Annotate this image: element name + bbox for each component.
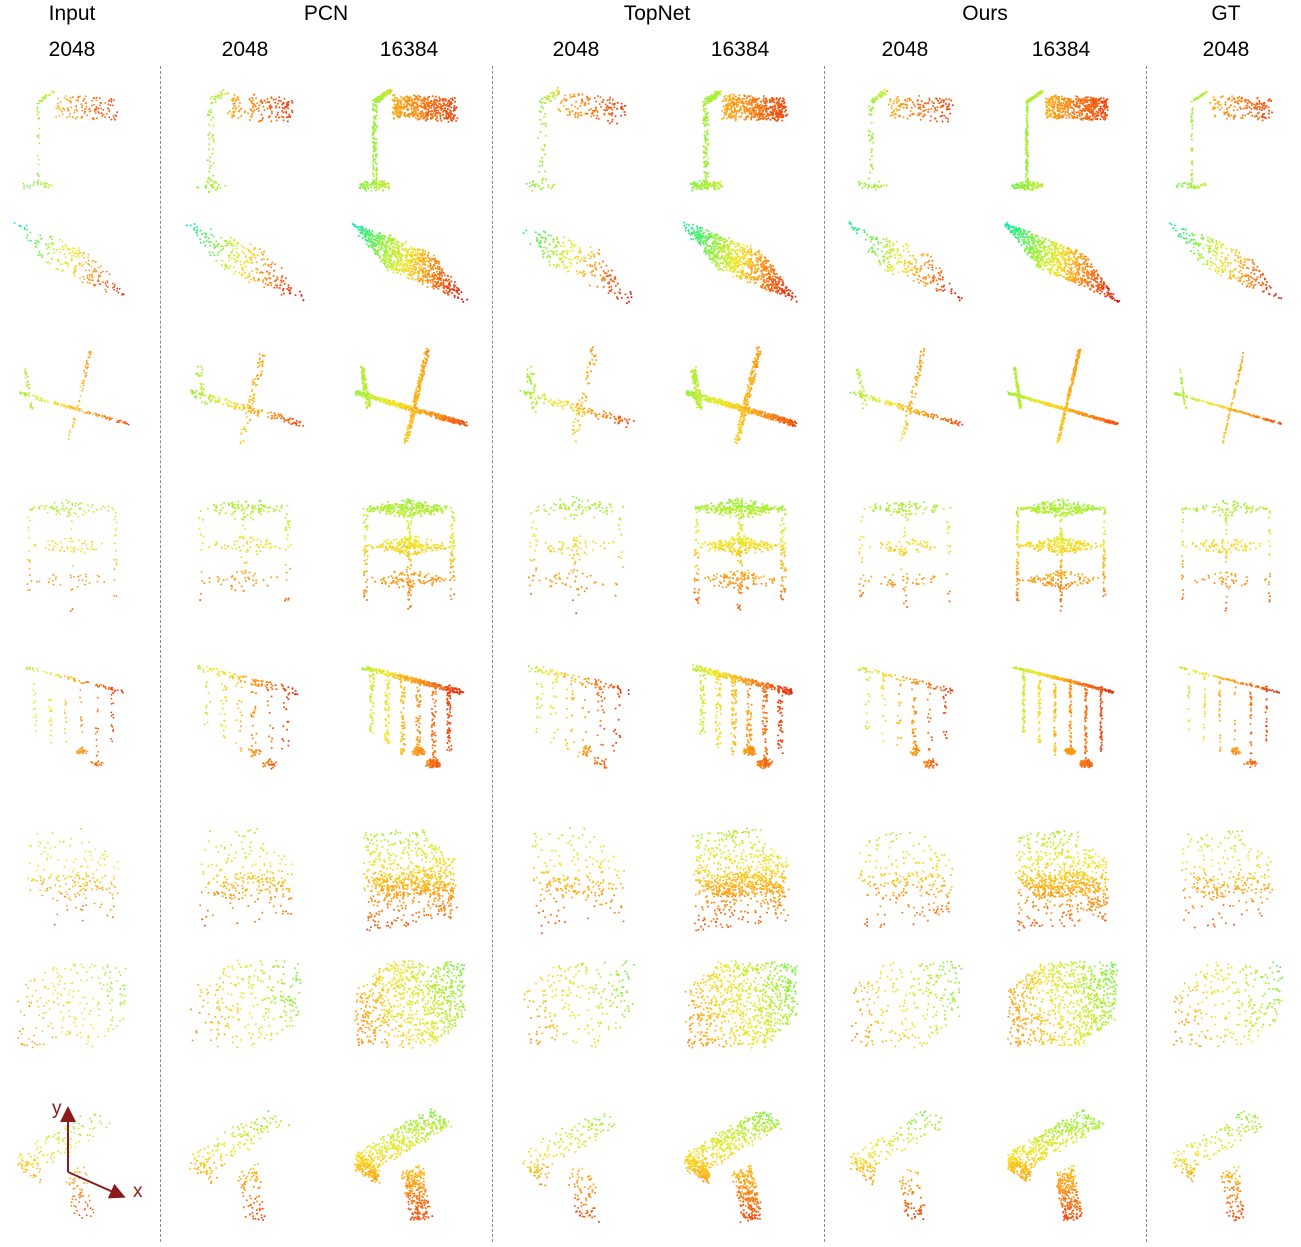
point-cloud-chair-ours-16384 — [991, 808, 1131, 948]
point-cloud-sofa-input — [2, 942, 142, 1082]
point-cloud-sofa-pcn-2048 — [175, 942, 315, 1082]
point-cloud-lamp-hanging-gt — [1156, 644, 1296, 784]
point-cloud-airplane-topnet-16384 — [670, 326, 810, 466]
point-cloud-airplane-ours-2048 — [835, 326, 975, 466]
point-cloud-sofa-topnet-2048 — [506, 942, 646, 1082]
col-header-ours-16384: 16384 — [1032, 38, 1090, 62]
y-axis-label: y — [52, 1098, 62, 1120]
point-cloud-airplane-topnet-2048 — [506, 326, 646, 466]
point-cloud-table-ours-2048 — [835, 1092, 975, 1232]
point-cloud-cabinet-pcn-16384 — [339, 482, 479, 622]
point-cloud-airplane-ours-16384 — [991, 326, 1131, 466]
header-pcn: PCN — [304, 2, 348, 26]
point-cloud-cabinet-topnet-2048 — [506, 482, 646, 622]
point-cloud-sofa-topnet-16384 — [670, 942, 810, 1082]
point-cloud-table-topnet-2048 — [506, 1092, 646, 1232]
point-cloud-cabinet-pcn-2048 — [175, 482, 315, 622]
point-cloud-lamp-gt — [1156, 66, 1296, 206]
point-cloud-sofa-ours-16384 — [991, 942, 1131, 1082]
point-cloud-table-pcn-16384 — [339, 1092, 479, 1232]
point-cloud-lamp-hanging-ours-2048 — [835, 644, 975, 784]
point-cloud-lamp-hanging-topnet-16384 — [670, 644, 810, 784]
point-cloud-chair-gt — [1156, 808, 1296, 948]
header-gt: GT — [1211, 2, 1240, 26]
point-cloud-chair-topnet-2048 — [506, 808, 646, 948]
col-header-gt: 2048 — [1203, 38, 1250, 62]
point-cloud-lamp-hanging-ours-16384 — [991, 644, 1131, 784]
col-header-input: 2048 — [49, 38, 96, 62]
point-cloud-cabinet-gt — [1156, 482, 1296, 622]
point-cloud-lamp-pcn-2048 — [175, 66, 315, 206]
point-cloud-chair-pcn-2048 — [175, 808, 315, 948]
point-cloud-cabinet-ours-16384 — [991, 482, 1131, 622]
point-cloud-lamp-input — [2, 66, 142, 206]
point-cloud-chair-input — [2, 808, 142, 948]
point-cloud-table-input — [2, 1092, 142, 1232]
point-cloud-car-gt — [1156, 192, 1296, 332]
separator-pcn-topnet — [492, 66, 493, 1242]
point-cloud-car-topnet-2048 — [506, 192, 646, 332]
point-cloud-sofa-ours-2048 — [835, 942, 975, 1082]
point-cloud-car-pcn-16384 — [339, 192, 479, 332]
point-cloud-car-ours-16384 — [991, 192, 1131, 332]
x-axis-label: x — [133, 1181, 143, 1203]
point-cloud-airplane-input — [2, 326, 142, 466]
point-cloud-car-input — [2, 192, 142, 332]
point-cloud-lamp-ours-16384 — [991, 66, 1131, 206]
point-cloud-lamp-pcn-16384 — [339, 66, 479, 206]
point-cloud-sofa-pcn-16384 — [339, 942, 479, 1082]
point-cloud-airplane-pcn-16384 — [339, 326, 479, 466]
point-cloud-table-gt — [1156, 1092, 1296, 1232]
header-ours: Ours — [962, 2, 1008, 26]
separator-topnet-ours — [824, 66, 825, 1242]
col-header-ours-2048: 2048 — [882, 38, 929, 62]
point-cloud-sofa-gt — [1156, 942, 1296, 1082]
point-cloud-lamp-hanging-input — [2, 644, 142, 784]
point-cloud-airplane-gt — [1156, 326, 1296, 466]
xy-axes-icon — [60, 1106, 126, 1199]
point-cloud-chair-topnet-16384 — [670, 808, 810, 948]
point-cloud-lamp-hanging-pcn-16384 — [339, 644, 479, 784]
separator-ours-gt — [1146, 66, 1147, 1242]
point-cloud-table-pcn-2048 — [175, 1092, 315, 1232]
separator-input-pcn — [160, 66, 161, 1242]
point-cloud-lamp-ours-2048 — [835, 66, 975, 206]
point-cloud-airplane-pcn-2048 — [175, 326, 315, 466]
col-header-topnet-16384: 16384 — [711, 38, 769, 62]
point-cloud-cabinet-topnet-16384 — [670, 482, 810, 622]
point-cloud-chair-ours-2048 — [835, 808, 975, 948]
point-cloud-lamp-topnet-2048 — [506, 66, 646, 206]
point-cloud-lamp-hanging-topnet-2048 — [506, 644, 646, 784]
col-header-topnet-2048: 2048 — [553, 38, 600, 62]
header-input: Input — [49, 2, 96, 26]
point-cloud-chair-pcn-16384 — [339, 808, 479, 948]
point-cloud-lamp-topnet-16384 — [670, 66, 810, 206]
point-cloud-table-topnet-16384 — [670, 1092, 810, 1232]
point-cloud-lamp-hanging-pcn-2048 — [175, 644, 315, 784]
point-cloud-car-topnet-16384 — [670, 192, 810, 332]
header-topnet: TopNet — [624, 2, 691, 26]
point-cloud-car-pcn-2048 — [175, 192, 315, 332]
col-header-pcn-16384: 16384 — [380, 38, 438, 62]
point-cloud-cabinet-input — [2, 482, 142, 622]
point-cloud-table-ours-16384 — [991, 1092, 1131, 1232]
point-cloud-cabinet-ours-2048 — [835, 482, 975, 622]
point-cloud-car-ours-2048 — [835, 192, 975, 332]
col-header-pcn-2048: 2048 — [222, 38, 269, 62]
